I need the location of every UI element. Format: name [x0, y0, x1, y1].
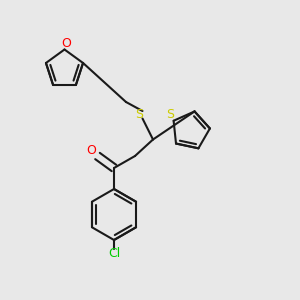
Text: O: O — [61, 37, 71, 50]
Text: S: S — [136, 107, 143, 121]
Text: Cl: Cl — [108, 247, 120, 260]
Text: S: S — [167, 108, 175, 121]
Text: O: O — [86, 144, 96, 157]
